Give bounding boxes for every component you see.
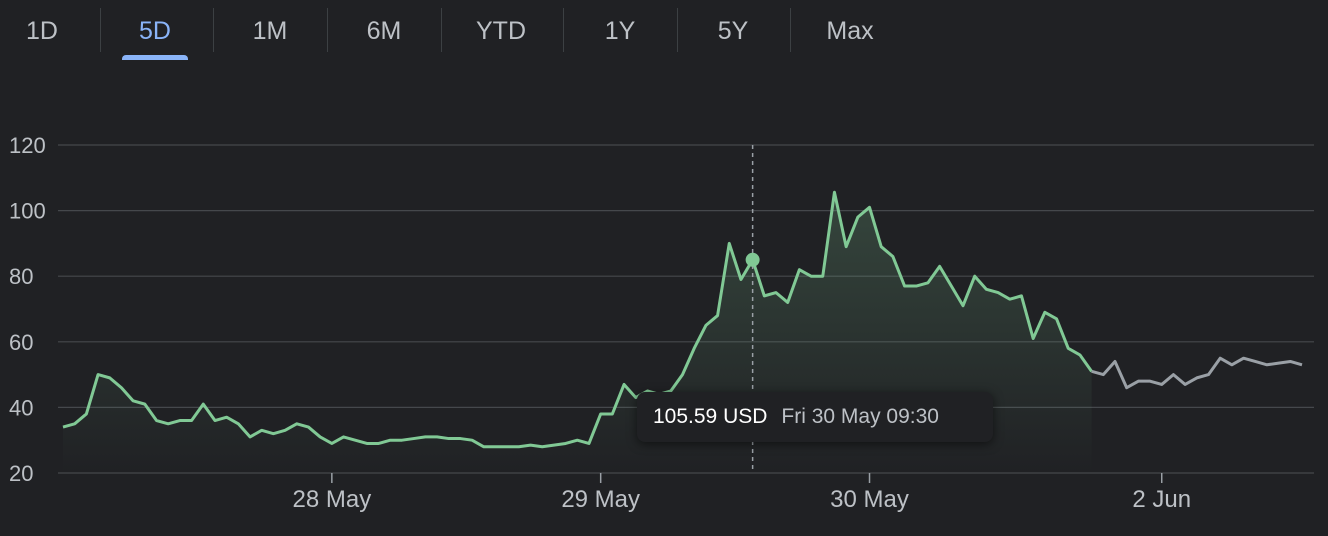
tab-separator: [677, 8, 678, 52]
price-line: [62, 190, 1093, 449]
tab-separator: [327, 8, 328, 52]
tab-5y[interactable]: 5Y: [683, 0, 783, 62]
tab-label: 1Y: [604, 16, 636, 45]
tab-ytd[interactable]: YTD: [451, 0, 551, 62]
tab-5d[interactable]: 5D: [105, 0, 205, 62]
tab-label: Max: [826, 16, 874, 45]
tab-separator: [100, 8, 101, 52]
x-tick-label: 2 Jun: [1132, 486, 1191, 513]
tab-max[interactable]: Max: [800, 0, 900, 62]
x-tick-label: 28 May: [292, 486, 371, 513]
tooltip-time: Fri 30 May 09:30: [781, 405, 939, 428]
tab-label: 1D: [26, 16, 58, 45]
active-tab-indicator: [122, 55, 188, 60]
tab-label: YTD: [476, 16, 526, 45]
tab-1y[interactable]: 1Y: [570, 0, 670, 62]
time-range-tabs: 1D 5D 1M 6M YTD 1Y 5Y Max: [0, 0, 1328, 62]
y-tick-label: 20: [9, 461, 33, 486]
tab-separator: [213, 8, 214, 52]
tab-separator: [441, 8, 442, 52]
tab-1d[interactable]: 1D: [0, 0, 92, 62]
tab-label: 1M: [252, 16, 288, 45]
tab-separator: [563, 8, 564, 52]
tab-6m[interactable]: 6M: [334, 0, 434, 62]
y-tick-label: 60: [9, 330, 33, 355]
y-tick-label: 120: [9, 133, 46, 158]
y-tick-label: 100: [9, 199, 46, 224]
tab-label: 5D: [139, 16, 171, 45]
highlight-point: [745, 252, 760, 267]
x-tick-label: 30 May: [830, 486, 909, 513]
tab-separator: [790, 8, 791, 52]
tab-label: 6M: [366, 16, 402, 45]
x-tick-label: 29 May: [561, 486, 640, 513]
price-line-extended: [1091, 356, 1303, 390]
price-tooltip: 105.59 USD Fri 30 May 09:30: [637, 392, 993, 442]
y-tick-label: 40: [9, 395, 33, 420]
tab-label: 5Y: [717, 16, 749, 45]
tooltip-price: 105.59 USD: [653, 405, 768, 428]
tab-1m[interactable]: 1M: [220, 0, 320, 62]
y-tick-label: 80: [9, 264, 33, 289]
